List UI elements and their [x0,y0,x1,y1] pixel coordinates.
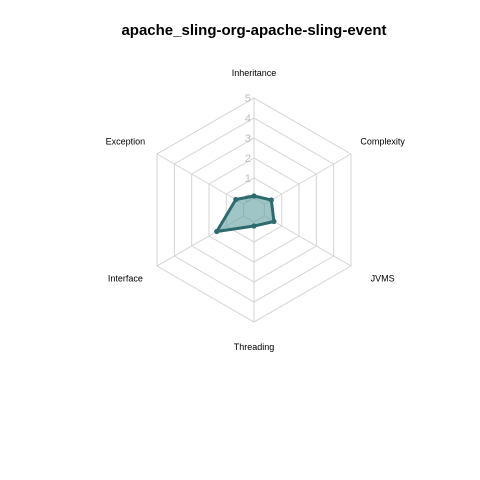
series-point-interface [214,228,220,235]
tick-label: 3 [245,133,251,145]
spoke-1 [264,153,352,205]
series-point-inheritance [251,193,257,199]
tick-label: 5 [245,93,251,105]
series-point-threading [251,223,257,229]
series-point-jvms [271,218,277,225]
tick-label: 2 [245,153,251,165]
spoke-2 [264,215,352,267]
axis-label-inheritance: Inheritance [232,68,277,78]
tick-label: 4 [245,113,251,125]
axis-label-exception: Exception [106,137,146,147]
series-point-exception [233,196,239,203]
radar-series [214,193,277,235]
radar-axis-labels: Inheritance Complexity JVMS Threading Interf… [106,68,406,352]
radar-tick-labels: 012345 [245,93,251,205]
axis-label-threading: Threading [234,342,275,352]
tick-label: 1 [245,173,251,185]
axis-label-interface: Interface [108,274,143,284]
series-area [215,194,276,233]
chart-title: apache_sling-org-apache-sling-event [121,22,386,39]
axis-label-complexity: Complexity [360,137,405,147]
axis-label-jvms: JVMS [371,274,395,284]
series-point-complexity [268,197,274,203]
spoke-5 [156,153,244,205]
